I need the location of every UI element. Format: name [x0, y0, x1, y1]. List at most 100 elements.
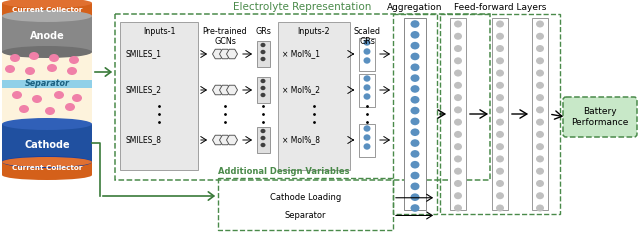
Ellipse shape: [47, 64, 57, 72]
Ellipse shape: [260, 79, 266, 83]
Bar: [359, 38, 375, 71]
Ellipse shape: [496, 33, 504, 40]
Ellipse shape: [454, 57, 462, 64]
Ellipse shape: [536, 70, 544, 76]
Ellipse shape: [496, 205, 504, 212]
Polygon shape: [227, 135, 237, 145]
Ellipse shape: [410, 64, 419, 71]
Ellipse shape: [260, 57, 266, 61]
Bar: [2, 162, 92, 175]
Polygon shape: [212, 85, 223, 95]
Ellipse shape: [496, 131, 504, 138]
Ellipse shape: [536, 45, 544, 52]
Ellipse shape: [260, 43, 266, 47]
Ellipse shape: [496, 168, 504, 175]
Ellipse shape: [19, 105, 29, 113]
Ellipse shape: [454, 205, 462, 212]
Text: SMILES_8: SMILES_8: [125, 136, 161, 145]
Ellipse shape: [410, 74, 419, 82]
Bar: [2, 52, 92, 124]
Ellipse shape: [32, 95, 42, 103]
Ellipse shape: [536, 119, 544, 126]
Polygon shape: [227, 49, 237, 59]
Bar: [359, 74, 375, 107]
Ellipse shape: [410, 53, 419, 60]
Text: Scaled
GRs: Scaled GRs: [353, 27, 381, 46]
Ellipse shape: [2, 156, 92, 168]
Ellipse shape: [496, 21, 504, 27]
Ellipse shape: [260, 143, 266, 147]
Ellipse shape: [54, 91, 64, 99]
Ellipse shape: [410, 107, 419, 114]
Text: Inputs-1: Inputs-1: [143, 27, 175, 36]
Ellipse shape: [410, 183, 419, 190]
Ellipse shape: [260, 50, 266, 54]
Ellipse shape: [260, 86, 266, 90]
Ellipse shape: [410, 20, 419, 28]
Ellipse shape: [410, 161, 419, 168]
Ellipse shape: [454, 180, 462, 187]
Ellipse shape: [496, 119, 504, 126]
Ellipse shape: [536, 94, 544, 101]
Ellipse shape: [72, 94, 82, 102]
Ellipse shape: [2, 0, 92, 8]
Ellipse shape: [364, 57, 371, 64]
Ellipse shape: [25, 67, 35, 75]
Polygon shape: [212, 49, 223, 59]
Text: Anode: Anode: [29, 31, 65, 41]
Polygon shape: [220, 135, 230, 145]
Bar: [440, 14, 560, 214]
Ellipse shape: [2, 118, 92, 130]
Ellipse shape: [454, 82, 462, 89]
Ellipse shape: [260, 93, 266, 97]
Bar: [2, 16, 92, 52]
Ellipse shape: [536, 180, 544, 187]
Ellipse shape: [454, 131, 462, 138]
Ellipse shape: [454, 21, 462, 27]
Text: GRs: GRs: [255, 27, 271, 36]
Text: Pre-trained
GCNs: Pre-trained GCNs: [203, 27, 247, 46]
Ellipse shape: [496, 192, 504, 199]
Bar: [120, 22, 198, 170]
FancyBboxPatch shape: [563, 97, 637, 137]
Text: Aggregation: Aggregation: [387, 3, 443, 12]
Ellipse shape: [496, 180, 504, 187]
Text: SMILES_2: SMILES_2: [125, 86, 161, 94]
Ellipse shape: [496, 143, 504, 150]
Text: Current Collector: Current Collector: [12, 165, 82, 172]
Ellipse shape: [364, 39, 371, 46]
Ellipse shape: [454, 45, 462, 52]
Ellipse shape: [496, 106, 504, 113]
Ellipse shape: [454, 33, 462, 40]
Bar: [2, 80, 92, 88]
Text: × Mol%_2: × Mol%_2: [282, 86, 320, 94]
Ellipse shape: [496, 57, 504, 64]
Text: Battery
Performance: Battery Performance: [572, 107, 628, 127]
Text: Cathode Loading: Cathode Loading: [270, 193, 341, 202]
Text: Additional Design Variables: Additional Design Variables: [218, 167, 349, 176]
Text: × Mol%_8: × Mol%_8: [282, 136, 320, 145]
Bar: [257, 77, 269, 103]
Ellipse shape: [5, 65, 15, 73]
Ellipse shape: [454, 143, 462, 150]
Ellipse shape: [496, 94, 504, 101]
Text: Cathode: Cathode: [24, 140, 70, 150]
Ellipse shape: [496, 45, 504, 52]
Ellipse shape: [536, 205, 544, 212]
Ellipse shape: [2, 46, 92, 58]
Bar: [393, 14, 437, 214]
Ellipse shape: [364, 75, 371, 82]
Text: Electrolyte Representation: Electrolyte Representation: [234, 2, 372, 12]
Ellipse shape: [410, 118, 419, 125]
Bar: [532, 18, 548, 210]
Ellipse shape: [410, 204, 419, 212]
Ellipse shape: [364, 84, 371, 91]
Ellipse shape: [364, 48, 371, 55]
Ellipse shape: [12, 91, 22, 99]
Ellipse shape: [49, 54, 59, 62]
Bar: [278, 22, 350, 170]
Ellipse shape: [410, 193, 419, 201]
Ellipse shape: [410, 96, 419, 103]
Ellipse shape: [2, 11, 92, 21]
Ellipse shape: [364, 125, 371, 132]
